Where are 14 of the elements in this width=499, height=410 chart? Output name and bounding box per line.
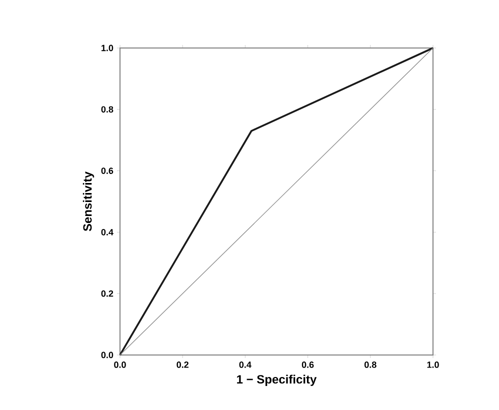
x-tick-label: 0.4 bbox=[239, 362, 252, 368]
y-tick-label: 0.2 bbox=[101, 290, 114, 297]
x-tick-label: 0.8 bbox=[364, 362, 376, 368]
x-tick-label: 0.2 bbox=[176, 362, 188, 368]
y-tick-label: 1.0 bbox=[102, 44, 114, 52]
y-tick-label: 0.0 bbox=[101, 352, 114, 358]
y-tick-label: 0.8 bbox=[101, 106, 114, 113]
y-axis-title: Sensitivity bbox=[82, 172, 94, 232]
y-tick-label: 0.4 bbox=[101, 229, 114, 236]
x-axis-title: 1 − Specificity bbox=[237, 374, 317, 386]
y-tick-label: 0.6 bbox=[101, 168, 114, 174]
x-tick-label: 0.0 bbox=[114, 362, 126, 368]
x-tick-label: 1.0 bbox=[427, 362, 439, 368]
x-tick-label: 0.6 bbox=[302, 362, 314, 368]
